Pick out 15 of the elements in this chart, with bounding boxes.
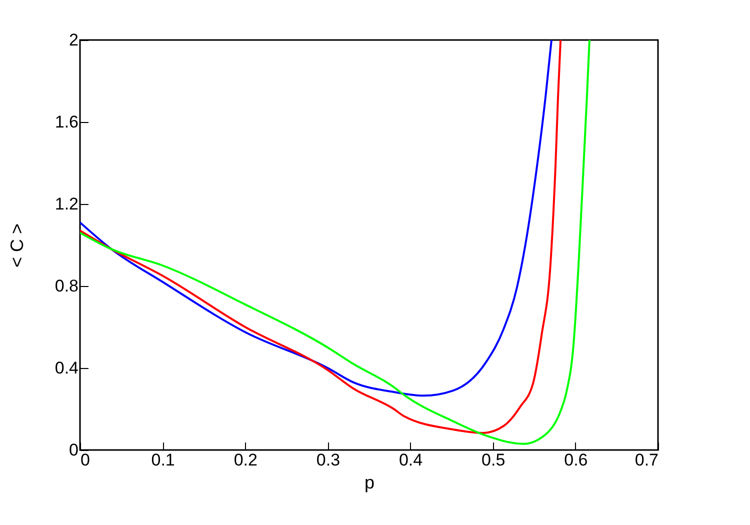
- x-tick-label: 0.3: [316, 450, 340, 470]
- x-tick-label: 0.4: [398, 450, 423, 470]
- y-tick-label: 1.6: [54, 112, 78, 132]
- x-tick-label: 0.1: [151, 450, 175, 470]
- y-tick-label: 0.8: [54, 276, 78, 296]
- x-tick-label: 0.7: [634, 450, 658, 470]
- y-tick-label: 1.2: [54, 194, 78, 214]
- y-tick-label: 0.4: [54, 358, 78, 378]
- y-axis-title: < C >: [6, 223, 27, 268]
- x-tick-label: 0.5: [482, 450, 506, 470]
- y-tick-label: 2: [69, 30, 78, 50]
- x-axis-title: p: [364, 472, 375, 492]
- x-tick-label: 0.2: [234, 450, 258, 470]
- x-tick-label: 0.6: [564, 450, 588, 470]
- x-tick-label: 0: [80, 450, 90, 470]
